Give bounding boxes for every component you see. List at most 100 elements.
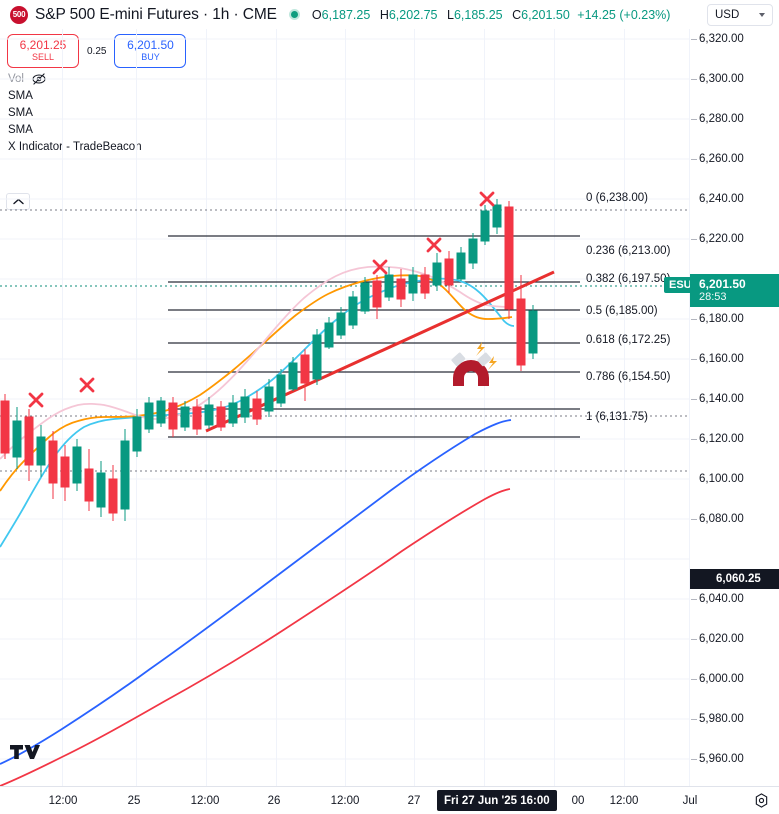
fib-label-1: 1 (6,131.75) <box>586 411 648 423</box>
candle <box>288 357 298 391</box>
collapse-legend-button[interactable] <box>6 193 30 210</box>
time-tick: 12:00 <box>330 795 360 807</box>
candle <box>24 409 34 481</box>
price-tick: 5,980.00 <box>699 713 744 725</box>
high-value: 6,202.75 <box>388 7 438 22</box>
price-axis[interactable]: 6,320.00 6,300.00 6,280.00 6,260.00 6,24… <box>690 29 779 786</box>
indicator-legend: Vol SMA SMA SMA X Indicator - TradeBeaco… <box>8 70 142 155</box>
candle <box>60 445 70 501</box>
price-tick: 6,000.00 <box>699 673 744 685</box>
legend-item-x-indicator[interactable]: X Indicator - TradeBeacon <box>8 138 142 155</box>
time-tick: 27 <box>407 795 421 807</box>
top-bar: 500 S&P 500 E-mini Futures · 1h · CME O6… <box>0 0 779 29</box>
spread-value: 0.25 <box>87 45 107 57</box>
axis-tick-mark <box>691 679 697 680</box>
x-signal-marker <box>28 392 44 408</box>
time-cursor-tag: Fri 27 Jun '25 16:00 <box>437 790 557 811</box>
vertical-gridlines <box>62 29 690 786</box>
time-tick: 00 <box>571 795 585 807</box>
time-tick: 25 <box>127 795 141 807</box>
candle <box>180 401 190 431</box>
chart-plot-area[interactable]: 0 (6,238.00) 0.236 (6,213.00) 0.382 (6,1… <box>0 29 690 786</box>
sma-mid-orange-line <box>0 274 513 492</box>
high-label: H <box>379 7 389 22</box>
price-tick: 6,260.00 <box>699 153 744 165</box>
legend-item-sma-2[interactable]: SMA <box>8 104 142 121</box>
candle <box>300 349 310 401</box>
candle <box>516 275 526 371</box>
axis-tick-mark <box>691 439 697 440</box>
cursor-price-tag[interactable]: 6,060.25 <box>690 569 779 589</box>
candle <box>132 409 142 457</box>
candle <box>312 329 322 385</box>
candle <box>48 431 58 499</box>
trendline <box>205 270 555 433</box>
time-tick: 12:00 <box>609 795 639 807</box>
candle <box>216 401 226 431</box>
price-tick: 6,120.00 <box>699 433 744 445</box>
candle <box>144 397 154 433</box>
candle <box>96 461 106 517</box>
bar-countdown: 28:53 <box>699 291 727 303</box>
legend-label-sma-2: SMA <box>8 106 33 119</box>
axis-tick-mark <box>691 39 697 40</box>
candle <box>360 277 370 314</box>
currency-label: USD <box>715 9 740 21</box>
open-value: 6,187.25 <box>321 7 371 22</box>
currency-selector[interactable]: USD <box>707 4 773 26</box>
sell-button[interactable]: 6,201.25 SELL <box>7 34 79 68</box>
candle <box>444 251 454 293</box>
candle <box>456 247 466 281</box>
time-tick: 12:00 <box>190 795 220 807</box>
buy-price: 6,201.50 <box>127 38 174 52</box>
tradingview-logo-icon[interactable] <box>10 745 40 764</box>
trade-panel: 6,201.25 SELL 0.25 6,201.50 BUY <box>7 34 187 68</box>
price-tick: 6,180.00 <box>699 313 744 325</box>
candle <box>108 465 118 521</box>
ohlc-values: O6,187.25 H6,202.75 L6,185.25 C6,201.50 … <box>312 8 671 22</box>
cursor-price-value: 6,060.25 <box>716 573 761 585</box>
axis-tick-mark <box>691 319 697 320</box>
candle <box>120 429 130 521</box>
candle <box>240 389 250 423</box>
axis-tick-mark <box>691 719 697 720</box>
change-value: +14.25 (+0.23%) <box>577 7 671 22</box>
sma-slow-cyan-line <box>0 277 515 548</box>
candle <box>324 317 334 349</box>
fib-label-05: 0.5 (6,185.00) <box>586 305 658 317</box>
buy-button[interactable]: 6,201.50 BUY <box>114 34 187 68</box>
axis-tick-mark <box>691 399 697 400</box>
axis-tick-mark <box>691 759 697 760</box>
x-signal-marker <box>479 191 495 207</box>
candle <box>336 307 346 339</box>
fib-label-0236: 0.236 (6,213.00) <box>586 245 671 257</box>
candle <box>492 199 502 234</box>
x-signal-marker <box>372 259 388 275</box>
chevron-down-icon <box>759 13 765 17</box>
sell-price: 6,201.25 <box>19 38 67 52</box>
candle <box>0 394 10 459</box>
time-axis[interactable]: 12:00 25 12:00 26 12:00 27 00 12:00 Jul … <box>0 786 779 814</box>
price-tick: 6,080.00 <box>699 513 744 525</box>
symbol-title[interactable]: S&P 500 E-mini Futures · 1h · CME <box>35 5 277 23</box>
legend-item-sma-1[interactable]: SMA <box>8 87 142 104</box>
legend-item-sma-3[interactable]: SMA <box>8 121 142 138</box>
timezone-clock-icon <box>755 793 768 808</box>
candle <box>480 205 490 245</box>
last-price-tag[interactable]: 6,201.50 28:53 <box>690 274 779 307</box>
price-tick: 6,040.00 <box>699 593 744 605</box>
chart-canvas: 0 (6,238.00) 0.236 (6,213.00) 0.382 (6,1… <box>0 29 690 786</box>
axis-tick-mark <box>691 159 697 160</box>
candle <box>264 379 274 417</box>
price-tick: 6,280.00 <box>699 113 744 125</box>
open-label: O <box>311 7 322 22</box>
low-label: L <box>447 7 454 22</box>
market-status-icon[interactable] <box>288 9 300 20</box>
price-tick: 6,100.00 <box>699 473 744 485</box>
candle <box>528 305 538 359</box>
candle <box>348 291 358 329</box>
candle <box>12 407 22 469</box>
candle <box>192 399 202 435</box>
fib-label-0786: 0.786 (6,154.50) <box>586 371 671 383</box>
